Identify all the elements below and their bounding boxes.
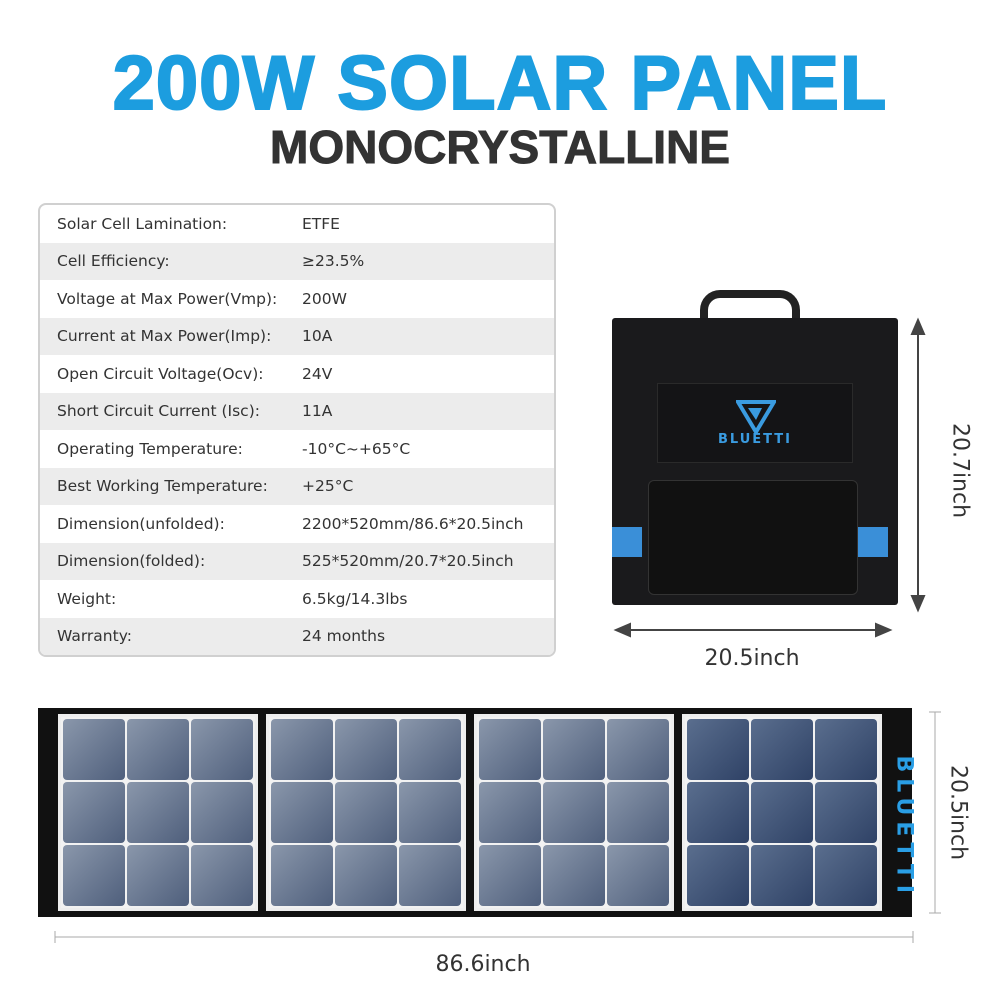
solar-cell: [271, 719, 333, 780]
solar-cell: [607, 719, 669, 780]
solar-cell: [751, 782, 813, 843]
bag-flap: BLUETTI: [657, 383, 853, 463]
spec-value: ETFE: [302, 214, 340, 233]
solar-cell: [815, 782, 877, 843]
spec-value: 6.5kg/14.3lbs: [302, 589, 408, 608]
bag-brand: BLUETTI: [717, 432, 793, 447]
spec-label: Dimension(folded):: [57, 552, 206, 571]
spec-row: Open Circuit Voltage(Ocv): 24V: [40, 355, 554, 393]
solar-cell: [543, 782, 605, 843]
solar-cell: [335, 845, 397, 906]
spec-value: 200W: [302, 289, 347, 308]
spec-label: Operating Temperature:: [57, 439, 243, 458]
spec-row: Short Circuit Current (Isc): 11A: [40, 392, 554, 430]
solar-cell: [399, 845, 461, 906]
unfolded-width-label: 86.6inch: [435, 952, 531, 977]
bluetti-logo-icon: [736, 400, 776, 434]
solar-cell: [479, 782, 541, 843]
bag-pocket: [648, 480, 858, 595]
spec-value: -10°C~+65°C: [302, 439, 411, 458]
solar-cell: [751, 719, 813, 780]
solar-cell: [63, 845, 125, 906]
spec-row: Weight: 6.5kg/14.3lbs: [40, 580, 554, 618]
spec-label: Best Working Temperature:: [57, 477, 268, 496]
bag-handle: [700, 290, 800, 330]
spec-value: +25°C: [302, 477, 354, 496]
solar-cell: [399, 782, 461, 843]
spec-value: 10A: [302, 327, 333, 346]
folded-width-label: 20.5inch: [704, 646, 800, 671]
spec-value: 24 months: [302, 627, 386, 646]
spec-row: Dimension(folded): 525*520mm/20.7*20.5inc…: [40, 542, 554, 580]
folded-height-label: 20.7inch: [947, 422, 973, 519]
spec-label: Current at Max Power(Imp):: [57, 327, 272, 346]
spec-label: Voltage at Max Power(Vmp):: [57, 289, 278, 308]
solar-cell: [271, 845, 333, 906]
solar-cell: [479, 845, 541, 906]
solar-panel-section: [266, 714, 466, 911]
spec-row: Dimension(unfolded): 2200*520mm/86.6*20.5…: [40, 505, 554, 543]
spec-label: Cell Efficiency:: [57, 252, 170, 271]
spec-row: Cell Efficiency: ≥23.5%: [40, 242, 554, 280]
solar-cell: [687, 845, 749, 906]
spec-value: ≥23.5%: [302, 252, 365, 271]
spec-label: Warranty:: [57, 627, 132, 646]
spec-table: Solar Cell Lamination: ETFE Cell Efficienc…: [38, 203, 556, 657]
solar-cell: [607, 782, 669, 843]
spec-label: Dimension(unfolded):: [57, 514, 225, 533]
solar-cell: [335, 782, 397, 843]
solar-cell: [543, 845, 605, 906]
bag-strap-left: [612, 527, 642, 557]
spec-label: Short Circuit Current (Isc):: [57, 402, 260, 421]
spec-row: Best Working Temperature: +25°C: [40, 467, 554, 505]
spec-value: 525*520mm/20.7*20.5inch: [302, 552, 514, 571]
solar-cell: [687, 782, 749, 843]
solar-cell: [479, 719, 541, 780]
solar-cell: [127, 845, 189, 906]
solar-panel-section: [474, 714, 674, 911]
solar-panel-section: [58, 714, 258, 911]
solar-cell: [335, 719, 397, 780]
spec-value: 11A: [302, 402, 333, 421]
solar-cell: [687, 719, 749, 780]
spec-row: Operating Temperature: -10°C~+65°C: [40, 430, 554, 468]
solar-cell: [815, 845, 877, 906]
solar-cell: [127, 782, 189, 843]
solar-cell: [191, 719, 253, 780]
spec-row: Voltage at Max Power(Vmp): 200W: [40, 280, 554, 318]
solar-cell: [607, 845, 669, 906]
solar-cell: [127, 719, 189, 780]
unfolded-height-label: 20.5inch: [945, 764, 971, 861]
page-subtitle: MONOCRYSTALLINE: [270, 121, 731, 174]
solar-cell: [271, 782, 333, 843]
solar-cell: [815, 719, 877, 780]
solar-cell: [399, 719, 461, 780]
solar-cell: [63, 719, 125, 780]
spec-value: 24V: [302, 364, 333, 383]
spec-label: Weight:: [57, 589, 117, 608]
spec-row: Warranty: 24 months: [40, 617, 554, 655]
bag-strap-right: [858, 527, 888, 557]
spec-label: Open Circuit Voltage(Ocv):: [57, 364, 264, 383]
solar-cell: [191, 782, 253, 843]
spec-row: Solar Cell Lamination: ETFE: [40, 205, 554, 243]
page-title: 200W SOLAR PANEL: [112, 40, 888, 127]
spec-label: Solar Cell Lamination:: [57, 214, 228, 233]
panel-brand: BLUETTI: [891, 755, 917, 900]
spec-row: Current at Max Power(Imp): 10A: [40, 317, 554, 355]
spec-value: 2200*520mm/86.6*20.5inch: [302, 514, 524, 533]
solar-cell: [191, 845, 253, 906]
solar-cell: [543, 719, 605, 780]
solar-panel-section: [682, 714, 882, 911]
solar-cell: [63, 782, 125, 843]
solar-cell: [751, 845, 813, 906]
